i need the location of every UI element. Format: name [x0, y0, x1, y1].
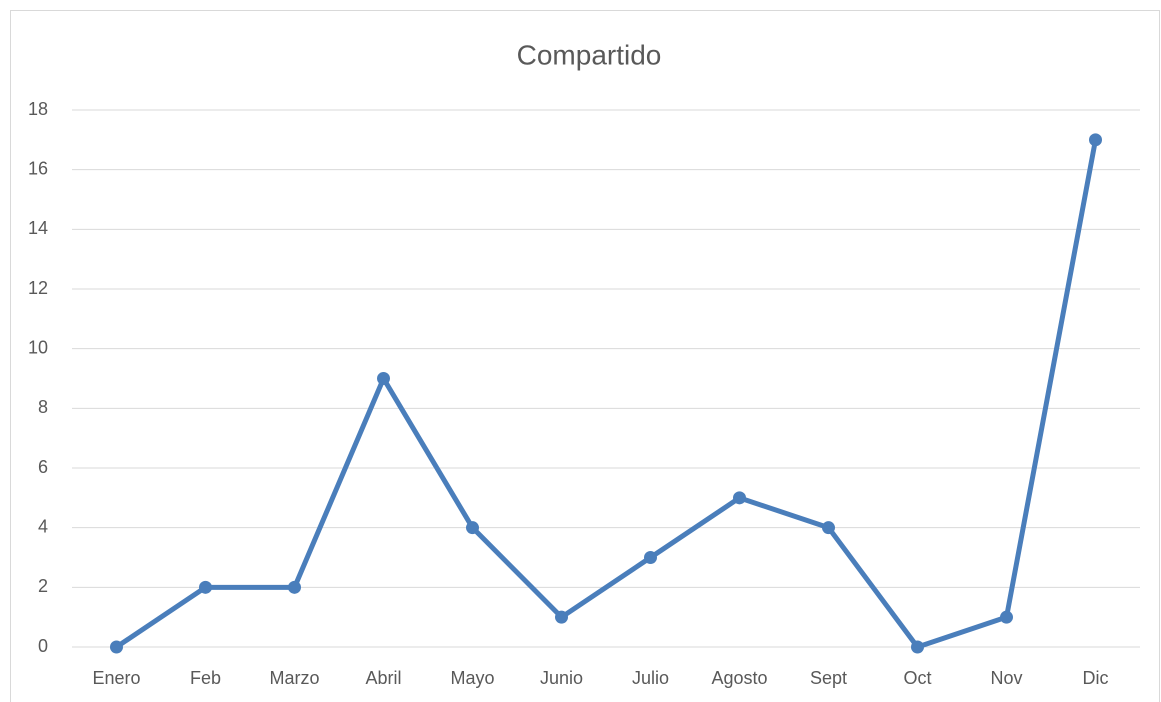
chart-title: Compartido: [517, 39, 662, 70]
marker: [1000, 610, 1013, 624]
x-tick-label: Marzo: [269, 668, 319, 688]
y-tick-label: 2: [38, 576, 48, 596]
x-tick-label: Enero: [92, 668, 140, 688]
x-tick-label: Oct: [903, 668, 931, 688]
marker: [822, 521, 835, 535]
y-tick-label: 12: [28, 278, 48, 298]
marker: [1089, 133, 1102, 147]
x-tick-label: Dic: [1083, 668, 1109, 688]
x-tick-label: Feb: [190, 668, 221, 688]
y-tick-label: 10: [28, 337, 48, 357]
x-tick-label: Abril: [365, 668, 401, 688]
chart-border: [10, 10, 1160, 702]
marker: [288, 580, 301, 594]
x-tick-label: Julio: [632, 668, 669, 688]
y-tick-label: 6: [38, 457, 48, 477]
x-tick-label: Sept: [810, 668, 847, 688]
marker: [199, 580, 212, 594]
marker: [555, 610, 568, 624]
y-tick-label: 14: [28, 218, 48, 238]
x-tick-label: Mayo: [450, 668, 494, 688]
marker: [377, 372, 390, 385]
y-tick-label: 16: [28, 158, 48, 178]
marker: [466, 521, 479, 535]
y-tick-label: 4: [38, 516, 48, 536]
y-tick-label: 0: [38, 636, 48, 656]
y-tick-label: 18: [28, 99, 48, 119]
x-tick-label: Junio: [540, 668, 583, 688]
marker: [110, 640, 123, 654]
x-tick-label: Nov: [990, 668, 1022, 688]
line: [114, 137, 1098, 650]
marker: [911, 640, 924, 654]
marker: [733, 491, 746, 505]
x-tick-label: Agosto: [711, 668, 767, 688]
y-tick-label: 8: [38, 397, 48, 417]
marker: [644, 551, 657, 564]
